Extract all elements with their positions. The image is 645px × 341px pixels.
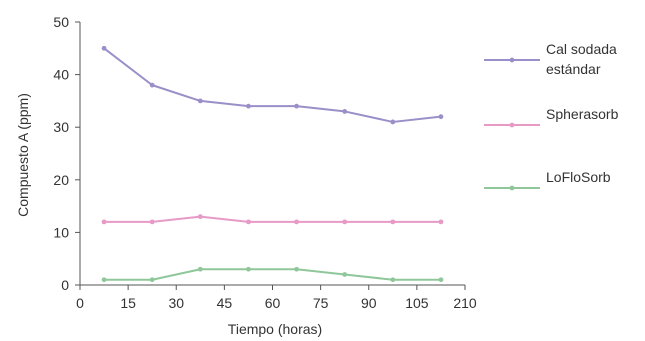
data-point bbox=[390, 277, 396, 283]
data-point bbox=[438, 114, 444, 120]
x-tick-label: 15 bbox=[120, 295, 136, 311]
data-point bbox=[438, 277, 444, 283]
data-point bbox=[294, 219, 299, 225]
data-point bbox=[246, 219, 251, 225]
data-point bbox=[390, 119, 396, 125]
y-tick-label: 50 bbox=[53, 14, 69, 30]
y-tick-label: 40 bbox=[53, 67, 69, 83]
data-point bbox=[294, 103, 299, 109]
series-line bbox=[104, 268, 441, 281]
y-tick-label: 20 bbox=[53, 172, 69, 188]
legend-label: Spherasorb bbox=[546, 106, 619, 122]
legend: Cal sodada estándar Spherasorb LoFloSorb bbox=[484, 41, 619, 191]
series-group bbox=[101, 45, 444, 283]
data-point bbox=[342, 272, 348, 277]
x-tick-label: 75 bbox=[313, 295, 329, 311]
data-point bbox=[246, 103, 251, 109]
data-point bbox=[197, 98, 203, 104]
x-tick-label: 210 bbox=[453, 295, 477, 311]
y-tick-label: 0 bbox=[61, 277, 69, 293]
y-tick-label: 30 bbox=[53, 119, 69, 135]
data-point bbox=[342, 109, 348, 114]
legend-swatch-marker bbox=[509, 122, 515, 128]
data-point bbox=[197, 266, 203, 272]
x-tick-label: 90 bbox=[361, 295, 377, 311]
legend-swatch-marker bbox=[509, 57, 515, 63]
legend-label: estándar bbox=[546, 61, 601, 77]
x-tick-label: 45 bbox=[217, 295, 233, 311]
legend-label: Cal sodada bbox=[546, 41, 617, 57]
x-tick-label: 60 bbox=[265, 295, 281, 311]
legend-swatch-marker bbox=[509, 185, 515, 191]
x-axis-label: Tiempo (horas) bbox=[228, 321, 322, 337]
x-tick-label: 105 bbox=[405, 295, 429, 311]
data-point bbox=[149, 219, 155, 225]
data-point bbox=[149, 277, 155, 283]
x-tick-group: 0 15 30 45 60 75 90 105 210 bbox=[76, 285, 477, 311]
series-line bbox=[104, 215, 441, 223]
y-tick-label: 10 bbox=[53, 224, 69, 240]
y-axis-label: Compuesto A (ppm) bbox=[15, 93, 31, 217]
data-point bbox=[438, 219, 444, 225]
legend-label: LoFloSorb bbox=[546, 169, 611, 185]
data-point bbox=[294, 266, 299, 272]
data-point bbox=[101, 277, 107, 283]
data-point bbox=[246, 266, 251, 272]
x-tick-label: 0 bbox=[76, 295, 84, 311]
y-tick-group: 0 10 20 30 40 50 bbox=[53, 14, 80, 293]
data-point bbox=[101, 219, 107, 225]
x-tick-label: 30 bbox=[168, 295, 184, 311]
data-point bbox=[342, 219, 348, 225]
data-point bbox=[101, 45, 107, 51]
series-line bbox=[103, 47, 442, 123]
data-point bbox=[149, 82, 155, 88]
data-point bbox=[197, 214, 203, 220]
data-point bbox=[390, 219, 396, 225]
